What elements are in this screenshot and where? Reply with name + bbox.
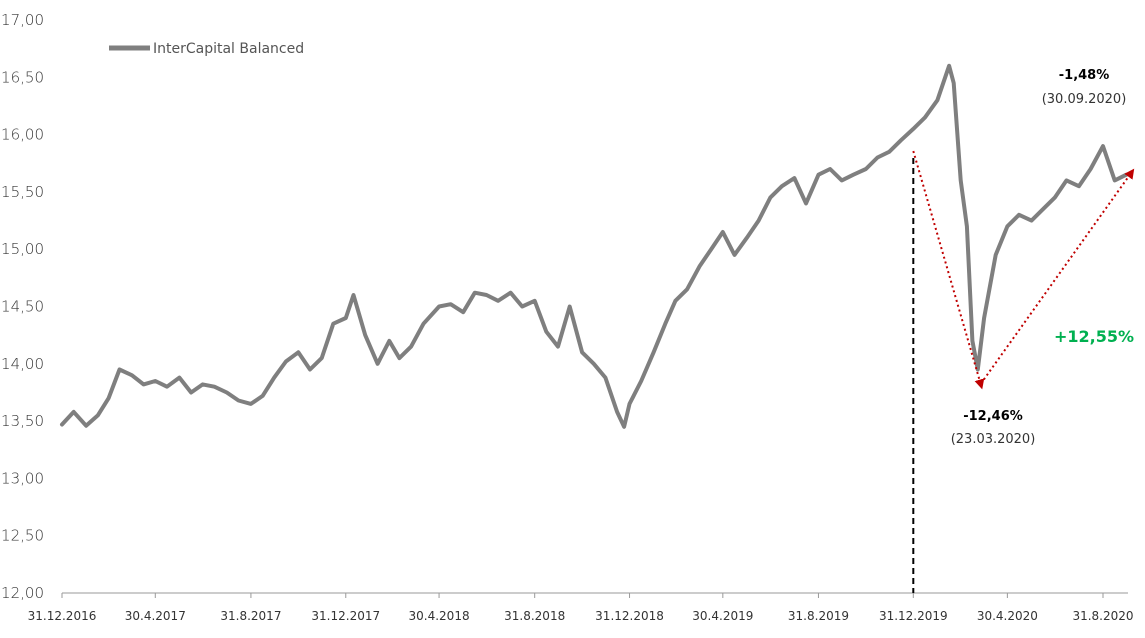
y-tick-label: 16,00 bbox=[1, 126, 44, 144]
x-tick-label: 31.12.2017 bbox=[311, 609, 380, 623]
recovery-change-label: +12,55% bbox=[1054, 327, 1134, 346]
x-tick-label: 31.12.2018 bbox=[595, 609, 664, 623]
legend-label: InterCapital Balanced bbox=[153, 41, 304, 57]
trough-change-label: -12,46% bbox=[963, 409, 1023, 424]
start-change-date: (30.09.2020) bbox=[1042, 92, 1127, 107]
x-tick-label: 30.4.2018 bbox=[409, 609, 470, 623]
recovery-arrow bbox=[983, 168, 1135, 381]
x-tick-label: 31.8.2017 bbox=[220, 609, 281, 623]
y-tick-label: 12,50 bbox=[1, 527, 44, 545]
drawdown-arrow bbox=[912, 150, 985, 390]
y-tick-label: 16,50 bbox=[1, 68, 44, 86]
y-tick-label: 17,00 bbox=[1, 11, 44, 29]
start-change-label: -1,48% bbox=[1059, 68, 1110, 83]
y-tick-label: 14,00 bbox=[1, 355, 44, 373]
series-group bbox=[60, 63, 1129, 429]
y-tick-label: 13,00 bbox=[1, 469, 44, 487]
y-tick-label: 14,50 bbox=[1, 298, 44, 316]
legend: InterCapital Balanced bbox=[109, 41, 304, 57]
x-tick-label: 30.4.2019 bbox=[692, 609, 753, 623]
x-tick-label: 31.8.2019 bbox=[788, 609, 849, 623]
x-tick-label: 30.4.2017 bbox=[125, 609, 186, 623]
x-tick-label: 31.12.2016 bbox=[28, 609, 97, 623]
annotations: -1,48% (30.09.2020) -12,46% (23.03.2020)… bbox=[912, 68, 1135, 593]
y-tick-label: 15,50 bbox=[1, 183, 44, 201]
series-line bbox=[60, 63, 1129, 429]
y-tick-label: 12,00 bbox=[1, 584, 44, 602]
y-axis: 12,00 12,50 13,00 13,50 14,00 14,50 15,00 15,50… bbox=[1, 11, 44, 602]
x-tick-label: 31.8.2020 bbox=[1072, 609, 1133, 623]
x-tick-label: 30.4.2020 bbox=[977, 609, 1038, 623]
x-tick-label: 31.8.2018 bbox=[504, 609, 565, 623]
trough-change-date: (23.03.2020) bbox=[951, 432, 1036, 447]
y-tick-label: 13,50 bbox=[1, 412, 44, 430]
x-tick-label: 31.12.2019 bbox=[879, 609, 948, 623]
x-axis: 31.12.2016 30.4.2017 31.8.2017 31.12.2017 30… bbox=[28, 592, 1134, 623]
y-tick-label: 15,00 bbox=[1, 240, 44, 258]
